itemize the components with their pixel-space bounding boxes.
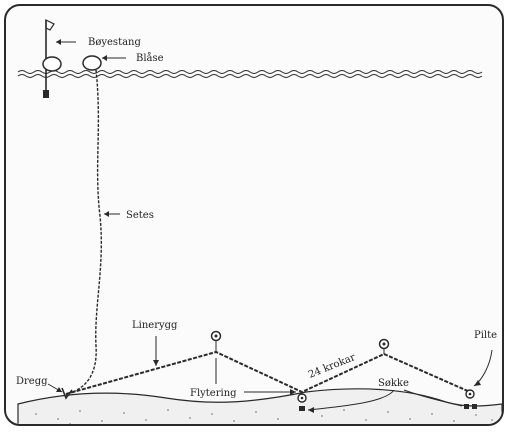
diagram-frame: Bøyestang Blåse Setes Dregg Lineryg: [4, 4, 504, 426]
label-boyestang: Bøyestang: [88, 37, 141, 48]
label-blase: Blåse: [136, 52, 164, 64]
sinker-1: [299, 406, 305, 411]
water-surface: [17, 70, 483, 74]
pole-float: [42, 56, 62, 72]
longline: [65, 350, 471, 395]
sinker-3: [472, 404, 477, 409]
label-sokke: Søkke: [378, 378, 409, 389]
pole-weight: [43, 90, 49, 98]
label-setes: Setes: [126, 210, 154, 221]
seabed-texture: [35, 406, 493, 424]
water-surface-2: [17, 74, 483, 78]
label-kroker: 24 krokar: [307, 352, 357, 381]
setes-rope: [65, 69, 103, 395]
label-pilte: Pilte: [474, 330, 497, 341]
longline-diagram: Bøyestang Blåse Setes Dregg Lineryg: [16, 19, 502, 424]
label-flytering: Flytering: [190, 388, 237, 399]
flag-icon: [45, 19, 55, 31]
blase-float: [82, 55, 102, 71]
label-dregg: Dregg: [16, 376, 48, 387]
sinker-2: [464, 404, 469, 409]
anchor-icon: [61, 387, 73, 400]
label-linerygg: Linerygg: [132, 320, 178, 331]
seabed: [17, 388, 502, 424]
